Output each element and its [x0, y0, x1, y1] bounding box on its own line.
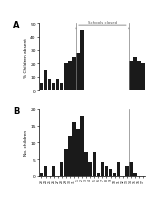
Bar [76, 129, 80, 176]
Bar [44, 166, 47, 176]
Bar [141, 64, 145, 91]
Bar [64, 64, 68, 91]
Bar [137, 61, 141, 91]
Bar [129, 61, 133, 91]
Bar [129, 163, 133, 176]
Bar [60, 84, 63, 91]
Y-axis label: No. children: No. children [24, 130, 28, 156]
Bar [52, 84, 55, 91]
Bar [72, 123, 76, 176]
Bar [113, 173, 116, 176]
Bar [40, 173, 43, 176]
Bar [76, 53, 80, 91]
Text: Schools closed: Schools closed [88, 20, 117, 24]
Bar [125, 166, 129, 176]
Bar [88, 163, 92, 176]
Bar [133, 173, 137, 176]
Bar [52, 166, 55, 176]
Bar [40, 84, 43, 91]
Text: B: B [14, 107, 20, 116]
Bar [133, 57, 137, 91]
Bar [109, 169, 112, 176]
Bar [60, 163, 63, 176]
Bar [80, 31, 84, 91]
Bar [93, 153, 96, 176]
Bar [72, 57, 76, 91]
Bar [105, 166, 108, 176]
Bar [48, 80, 51, 91]
Bar [56, 80, 59, 91]
Bar [80, 116, 84, 176]
Bar [117, 163, 120, 176]
Y-axis label: % Children absent: % Children absent [24, 37, 28, 77]
Bar [68, 61, 72, 91]
Bar [84, 153, 88, 176]
Bar [64, 149, 68, 176]
Bar [68, 136, 72, 176]
Text: A: A [14, 21, 20, 30]
Bar [44, 71, 47, 91]
Bar [101, 163, 104, 176]
Bar [97, 173, 100, 176]
